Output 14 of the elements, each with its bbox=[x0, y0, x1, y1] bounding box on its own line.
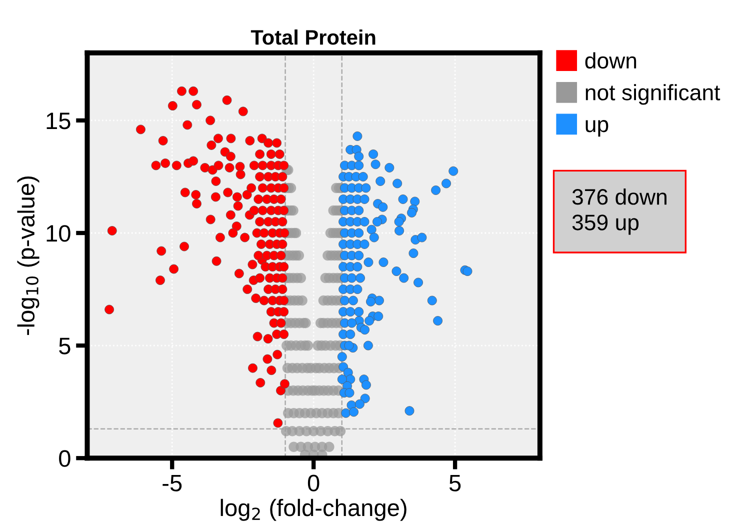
text: 376 down 359 up bbox=[572, 188, 666, 235]
x-tick-label: 0 bbox=[308, 474, 320, 492]
x-tick-label: -5 bbox=[162, 474, 182, 492]
y-tick-label: 10 bbox=[46, 225, 70, 242]
chart-title: Total Protein bbox=[250, 29, 376, 45]
y-tick-label: 0 bbox=[59, 450, 70, 467]
x-axis-title: log$_{2}$ (fold-change) bbox=[220, 498, 406, 521]
legend-label: up bbox=[586, 120, 608, 137]
y-tick-label: 15 bbox=[46, 112, 70, 130]
legend-label: down bbox=[585, 52, 636, 69]
y-tick-label: 5 bbox=[59, 338, 70, 354]
x-tick-label: 5 bbox=[449, 474, 461, 492]
y-axis-title: -log$_{10}$ (p-value) bbox=[17, 176, 40, 335]
legend-label: not significant bbox=[586, 84, 720, 105]
